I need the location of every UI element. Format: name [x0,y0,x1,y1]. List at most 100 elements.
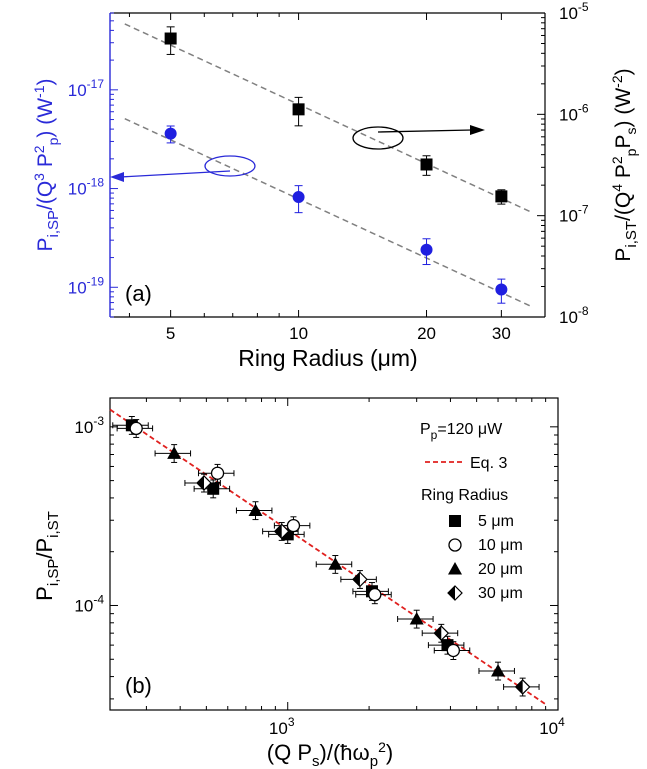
tick-base: 10 [559,207,578,226]
diamond-fill [515,679,523,694]
x-tick-label: 104 [539,715,565,738]
data-point-square [193,479,231,499]
data-point-diamond-half [503,677,540,697]
triangle-marker [248,503,263,517]
tick-base: 10 [269,719,288,738]
legend-entry: 10 μm [478,537,523,554]
tick-exp: -7 [578,203,589,217]
tick-exp: -18 [87,176,105,190]
triangle-marker [409,612,424,625]
label-part: /(Q [34,181,57,210]
label-part: P [34,153,57,173]
data-point-triangle [478,661,515,681]
label-part: /P [32,538,57,559]
data-point-triangle [397,609,434,629]
label-part: ) [612,68,635,75]
label-part: ) (W [34,98,57,138]
x-axis-title: Ring Radius (μm) [238,345,417,371]
square-marker [207,482,220,495]
circle-open-marker [368,587,382,602]
tick-base: 10 [539,719,558,738]
data-point-circle-open [197,463,235,483]
y-tick-label: 10-4 [74,592,104,615]
tick-base: 10 [68,81,87,100]
tick-exp: -4 [93,592,104,606]
left-arrow-shaft [119,170,231,178]
right-arrow-shaft [377,129,473,133]
label-part: s [312,753,320,769]
fit-line-right [124,23,531,213]
data-point-right [164,26,177,55]
diamond-fill [434,626,442,641]
right-y-tick-label: 10-7 [559,203,589,226]
label-part: )/(ħω [320,740,370,765]
diamond-fill [274,524,282,539]
circle-marker [292,191,305,204]
data-point-left [495,278,508,304]
y-axis-title: Pi,SP/Pi,ST [32,511,62,601]
label-part: i,SP [45,210,62,238]
tick-base: 10 [68,278,87,297]
triangle-marker [491,663,506,677]
data-point-right [292,96,305,127]
tick-base: 10 [559,4,578,23]
label-part: -2 [609,75,625,88]
tick-base: 10 [68,180,87,199]
label-part: p [370,753,378,769]
circle-open-marker [210,466,225,480]
label-part: i,ST [623,221,640,248]
data-point-diamond-half [421,623,459,643]
tick-exp: 3 [288,715,295,729]
plot-frame [109,397,559,711]
left-arrow-head [110,172,124,182]
circle-open-marker [129,421,143,436]
tick-base: 10 [559,105,578,124]
label-part: 2 [378,739,386,755]
label-part: P [34,238,57,252]
x-tick-label: 20 [417,324,436,343]
left-y-axis-title: Pi,SP/(Q3 P2p) (W-1) [31,78,62,251]
diamond-fill [448,586,455,600]
label-part: ) (W [612,88,635,128]
circle-open-marker [446,643,460,658]
right-series-ellipse [352,126,404,150]
diamond-half-marker [196,475,212,491]
legend-triangle-marker [448,562,462,575]
panel-label-b: (b) [125,673,152,698]
left-series-ellipse [204,155,256,177]
data-point-diamond-half [262,522,299,541]
legend-entry: 20 μm [478,561,523,578]
tick-base: 10 [74,596,93,615]
label-part: P [420,421,431,438]
legend-entry: 5 μm [478,513,514,530]
legend-entry: 30 μm [478,585,523,602]
data-point-diamond-half [340,570,377,589]
data-point-circle-open [433,641,471,661]
legend-diamond-half-marker [447,585,463,601]
label-part: P [32,586,57,601]
data-point-circle-open [355,585,392,605]
x-axis-title: (Q Ps)/(ħωp2) [267,739,393,769]
label-part: ) [386,740,393,765]
square-marker [292,103,305,116]
tick-exp: -3 [93,414,104,428]
label-part: /(Q [612,192,635,221]
data-point-right [495,189,508,205]
triangle-marker [328,557,343,570]
data-point-left [420,238,433,266]
x-tick-label: 5 [166,324,175,343]
circle-marker [420,243,433,256]
tick-exp: -6 [578,101,589,115]
left-y-tick-label: 10-18 [68,176,105,199]
legend-fit-label: Eq. 3 [470,455,507,472]
square-marker [495,190,508,203]
tick-base: 10 [559,308,578,327]
left-y-tick-label: 10-19 [68,274,105,297]
right-arrow-head [470,125,485,135]
data-point-circle-open [116,419,154,438]
square-marker [420,158,433,171]
data-point-right [420,155,433,176]
label-part: P [612,164,635,184]
tick-exp: -17 [87,77,105,91]
